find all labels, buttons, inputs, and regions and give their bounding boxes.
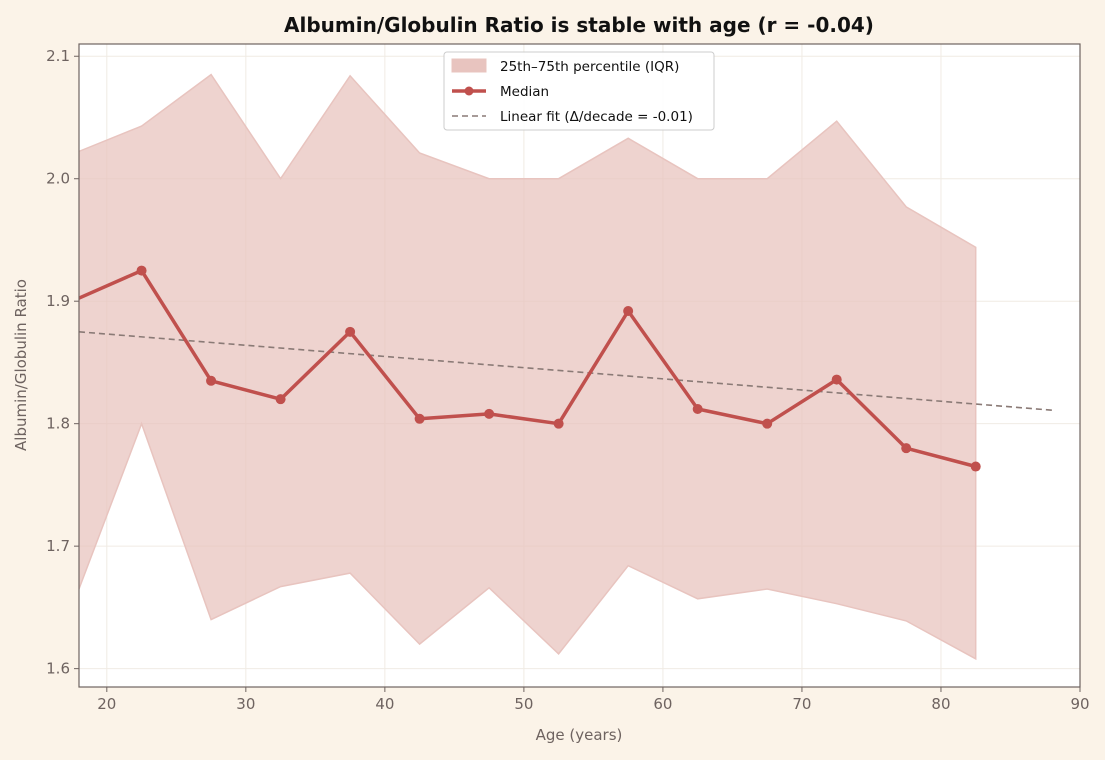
- median-point: [692, 403, 703, 414]
- x-tick-label: 60: [653, 695, 672, 713]
- median-point: [970, 461, 981, 472]
- legend-iqr-label: 25th–75th percentile (IQR): [500, 59, 679, 75]
- y-tick-label: 1.7: [46, 537, 70, 555]
- x-tick-label: 90: [1070, 695, 1089, 713]
- median-point: [206, 375, 217, 386]
- median-point: [275, 394, 286, 405]
- y-tick-label: 2.0: [46, 170, 70, 188]
- median-point: [553, 418, 564, 429]
- linear-fit-line: [78, 331, 1053, 412]
- median-point: [136, 265, 147, 276]
- y-axis-label: Albumin/Globulin Ratio: [12, 279, 30, 451]
- axis-ticks: 20 30 40 50 60 70 80 90 1.6 1.7 1.8 1.9 2.0 2.1: [46, 47, 1089, 713]
- legend-fit-label: Linear fit (Δ/decade = -0.01): [500, 109, 693, 125]
- plot-frame: [78, 43, 1081, 688]
- legend-median-marker: [464, 86, 474, 96]
- legend-box: [443, 51, 715, 131]
- x-axis-label: Age (years): [536, 726, 623, 744]
- x-tick-label: 70: [792, 695, 811, 713]
- chart-title: Albumin/Globulin Ratio is stable with ag…: [284, 13, 874, 37]
- y-tick-label: 1.6: [46, 660, 70, 678]
- median-point: [484, 408, 495, 419]
- median-point: [414, 413, 425, 424]
- legend-median-label: Median: [500, 84, 549, 100]
- median-point: [623, 305, 634, 316]
- y-tick-label: 1.8: [46, 415, 70, 433]
- y-tick-label: 2.1: [46, 47, 70, 65]
- x-tick-label: 30: [236, 695, 255, 713]
- median-point: [831, 374, 842, 385]
- median-point: [345, 326, 356, 337]
- x-tick-label: 80: [931, 695, 950, 713]
- x-tick-label: 40: [375, 695, 394, 713]
- y-tick-label: 1.9: [46, 292, 70, 310]
- x-tick-label: 50: [514, 695, 533, 713]
- legend-iqr-swatch: [451, 58, 487, 73]
- median-points: [136, 265, 981, 472]
- legend: 25th–75th percentile (IQR) Median Linear…: [443, 51, 715, 131]
- median-point: [901, 443, 912, 454]
- median-point: [762, 418, 773, 429]
- iqr-band: [79, 73, 977, 661]
- median-line: [79, 268, 977, 469]
- x-tick-label: 20: [97, 695, 116, 713]
